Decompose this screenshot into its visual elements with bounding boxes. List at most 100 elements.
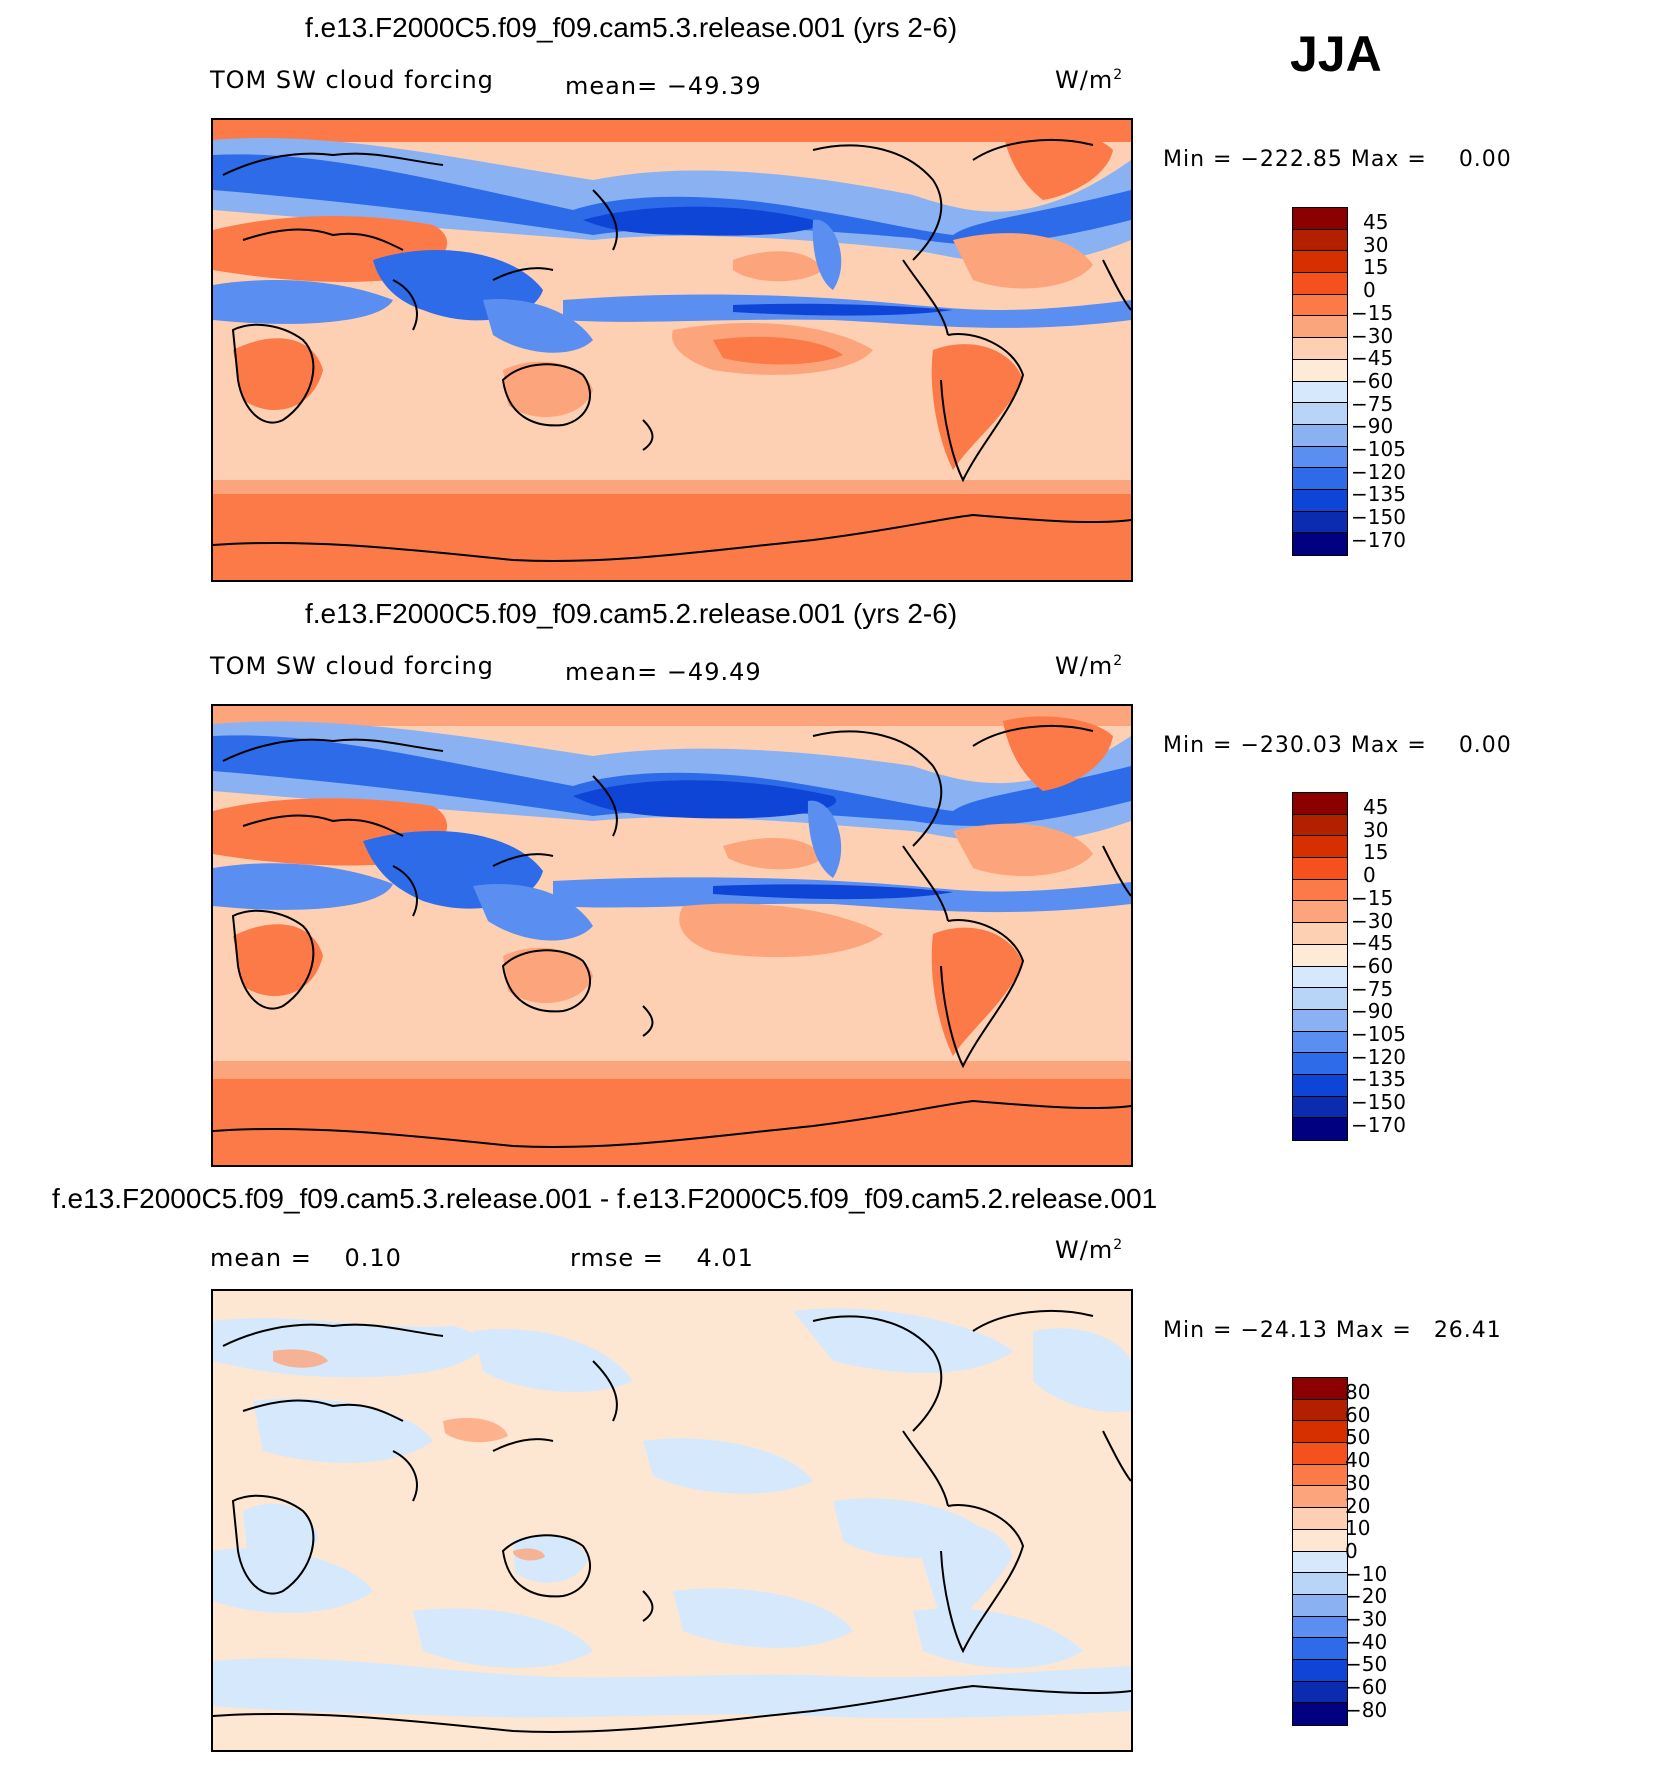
- colorbar-level-label: −120: [1351, 459, 1406, 484]
- panel3-mean-label: mean =: [210, 1244, 312, 1272]
- panel1-title: f.e13.F2000C5.f09_f09.cam5.3.release.001…: [305, 12, 958, 43]
- panel2-variable: TOM SW cloud forcing: [210, 652, 494, 680]
- panel1-units: W/m2: [1055, 66, 1123, 94]
- panel2-max-value: 0.00: [1458, 733, 1512, 758]
- colorbar-level-label: 50: [1345, 1425, 1371, 1450]
- panel2-mean: mean= −49.49: [565, 658, 762, 686]
- colorbar-swatch: [1293, 1659, 1347, 1682]
- colorbar-swatch: [1293, 1421, 1347, 1444]
- colorbar-swatch: [1293, 1486, 1347, 1509]
- panel3-mean-value: 0.10: [344, 1244, 402, 1272]
- colorbar-swatch: [1293, 251, 1347, 274]
- panel3-rmse-value: 4.01: [696, 1244, 754, 1272]
- panel3-units-exp: 2: [1113, 1237, 1124, 1253]
- panel2-max-label: Max =: [1350, 733, 1427, 758]
- panel3-title: f.e13.F2000C5.f09_f09.cam5.3.release.001…: [52, 1183, 1158, 1214]
- colorbar-swatch: [1293, 359, 1347, 382]
- colorbar-swatch: [1293, 901, 1347, 924]
- panel1-min-label: Min =: [1163, 147, 1233, 172]
- colorbar-level-label: 0: [1345, 1538, 1358, 1563]
- panel1-variable: TOM SW cloud forcing: [210, 66, 494, 94]
- panel2-min-value: −230.03: [1240, 733, 1343, 758]
- colorbar-level-label: 45: [1363, 210, 1389, 234]
- colorbar-swatch: [1293, 468, 1347, 490]
- colorbar-swatch: [1293, 836, 1347, 859]
- colorbar-level-label: 15: [1363, 255, 1389, 280]
- panel2-units-text: W/m: [1055, 652, 1114, 680]
- colorbar-level-label: 30: [1363, 817, 1389, 842]
- colorbar-swatch: [1293, 1031, 1347, 1054]
- colorbar-swatch: [1293, 208, 1347, 230]
- colorbar-swatch: [1293, 1594, 1347, 1617]
- colorbar-level-label: −170: [1351, 1112, 1406, 1137]
- panel1-minmax: Min = −222.85 Max = 0.00: [1163, 147, 1512, 172]
- colorbar-swatch: [1293, 273, 1347, 295]
- season-label: JJA: [1290, 26, 1382, 82]
- panel3-units-text: W/m: [1055, 1236, 1114, 1264]
- colorbar-swatch: [1293, 1551, 1347, 1574]
- panel2-units-exp: 2: [1113, 653, 1124, 669]
- colorbar-swatch: [1293, 229, 1347, 252]
- panel1-max-label: Max =: [1350, 147, 1427, 172]
- panel3-rmse: rmse = 4.01: [570, 1244, 754, 1272]
- colorbar-swatch: [1293, 1681, 1347, 1704]
- panel3-minmax: Min = −24.13 Max = 26.41: [1163, 1318, 1502, 1343]
- colorbar-swatch: [1293, 858, 1347, 880]
- panel3-colorbar: [1292, 1377, 1348, 1726]
- panel2-colorbar: [1292, 792, 1348, 1141]
- colorbar-level-label: −150: [1351, 1090, 1406, 1115]
- colorbar-level-label: 40: [1345, 1448, 1371, 1473]
- colorbar-level-label: −30: [1351, 908, 1394, 933]
- colorbar-level-label: −15: [1351, 300, 1394, 325]
- colorbar-swatch: [1293, 316, 1347, 339]
- colorbar-level-label: −105: [1351, 437, 1406, 461]
- colorbar-swatch: [1293, 424, 1347, 447]
- colorbar-level-label: 10: [1345, 1516, 1371, 1541]
- colorbar-swatch: [1293, 814, 1347, 837]
- panel1-units-text: W/m: [1055, 66, 1114, 94]
- colorbar-level-label: −10: [1345, 1561, 1388, 1586]
- colorbar-swatch: [1293, 1009, 1347, 1032]
- colorbar-level-label: −30: [1345, 1607, 1388, 1631]
- colorbar-swatch: [1293, 1118, 1347, 1140]
- colorbar-level-label: −75: [1351, 976, 1394, 1001]
- colorbar-level-label: −105: [1351, 1022, 1406, 1046]
- colorbar-swatch: [1293, 1053, 1347, 1075]
- colorbar-swatch: [1293, 1638, 1347, 1660]
- colorbar-swatch: [1293, 1074, 1347, 1097]
- colorbar-level-label: −135: [1351, 1067, 1406, 1092]
- colorbar-level-label: −50: [1345, 1652, 1388, 1677]
- colorbar-swatch: [1293, 1378, 1347, 1400]
- panel3-mean: mean = 0.10: [210, 1244, 402, 1272]
- colorbar-level-label: −135: [1351, 482, 1406, 507]
- colorbar-swatch: [1293, 489, 1347, 512]
- colorbar-level-label: −90: [1351, 999, 1394, 1024]
- colorbar-level-label: −30: [1351, 323, 1394, 348]
- panel2-units: W/m2: [1055, 652, 1123, 680]
- colorbar-level-label: −90: [1351, 414, 1394, 439]
- panel1-max-value: 0.00: [1458, 147, 1512, 172]
- panel1-mean-label: mean=: [565, 72, 659, 100]
- panel3-min-label: Min =: [1163, 1318, 1233, 1343]
- colorbar-level-label: 30: [1345, 1470, 1371, 1495]
- panel3-max-value: 26.41: [1433, 1318, 1502, 1343]
- panel1-map: [211, 118, 1133, 582]
- colorbar-level-label: 15: [1363, 840, 1389, 865]
- colorbar-swatch: [1293, 1529, 1347, 1552]
- colorbar-swatch: [1293, 793, 1347, 815]
- colorbar-level-label: 0: [1363, 278, 1376, 303]
- colorbar-swatch: [1293, 1399, 1347, 1422]
- panel3-rmse-label: rmse =: [570, 1244, 664, 1272]
- colorbar-level-label: −20: [1345, 1584, 1388, 1609]
- colorbar-level-label: −60: [1345, 1675, 1388, 1700]
- panel3-units: W/m2: [1055, 1236, 1123, 1264]
- colorbar-swatch: [1293, 1573, 1347, 1595]
- colorbar-swatch: [1293, 294, 1347, 317]
- colorbar-swatch: [1293, 966, 1347, 989]
- colorbar-level-label: −60: [1351, 953, 1394, 978]
- panel1-mean-value: −49.39: [666, 72, 762, 100]
- panel3-map: [211, 1289, 1133, 1752]
- colorbar-level-label: −40: [1345, 1629, 1388, 1654]
- colorbar-level-label: −80: [1345, 1697, 1388, 1722]
- colorbar-level-label: 60: [1345, 1402, 1371, 1427]
